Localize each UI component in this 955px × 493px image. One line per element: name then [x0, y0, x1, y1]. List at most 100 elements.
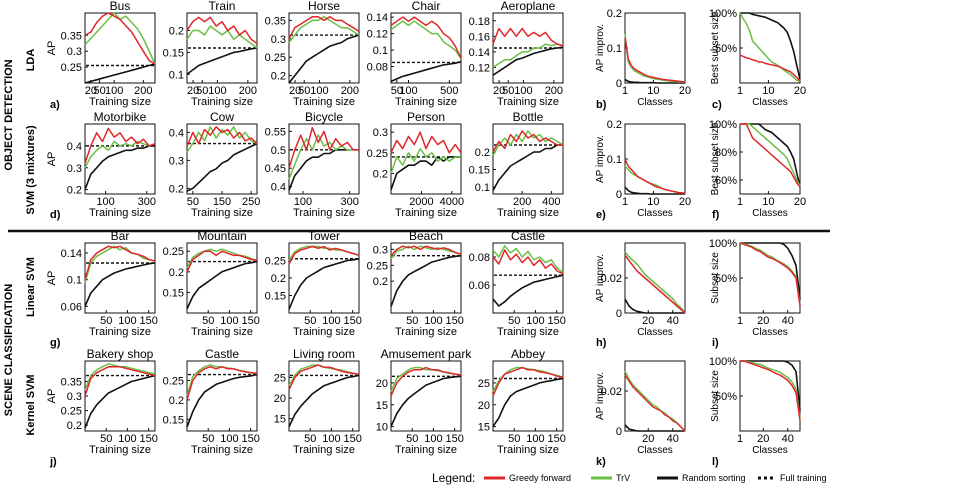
chart-title: Horse	[308, 0, 340, 13]
y-tick-label: 0.18	[469, 16, 490, 28]
series-line-greedy	[186, 366, 258, 401]
figure-frame: OBJECT DETECTION SCENE CLASSIFICATION LD…	[3, 49, 830, 485]
y-tick-label: 60%	[715, 175, 737, 187]
x-tick-label: 1	[737, 315, 743, 327]
series-line-random	[492, 377, 564, 428]
series-line-trv	[186, 126, 258, 153]
x-tick-label: 10	[647, 196, 659, 208]
row-label-linear-svm: Linear SVM	[25, 257, 37, 317]
series-line-trv	[186, 248, 258, 269]
series-line-trv	[624, 370, 686, 432]
row-label-lda: LDA	[25, 49, 37, 72]
y-tick-label: 0.3	[271, 34, 286, 46]
y-tick-label: 0.25	[367, 260, 388, 272]
series-line-random	[390, 375, 462, 427]
y-axis-label: Subset size	[710, 252, 721, 304]
panel-letter-k: k)	[596, 456, 606, 468]
plot-frame	[390, 123, 462, 195]
y-tick-label: 0.12	[367, 29, 388, 41]
series-line-greedy	[624, 254, 686, 314]
x-tick-label: 200	[513, 196, 531, 208]
plot-frame	[492, 123, 564, 195]
y-tick-label: 0.1	[373, 45, 388, 57]
x-tick-label: 50	[100, 315, 112, 327]
x-axis-label: Classes	[637, 208, 673, 219]
chart-27: AP improv. Classes 0 0.02 20 40	[595, 360, 686, 456]
plot-frame	[624, 123, 686, 195]
chart-title: Bar	[111, 229, 130, 243]
y-tick-label: 25	[274, 372, 286, 384]
y-tick-label: 0.2	[169, 183, 184, 195]
y-tick-label: 0.25	[265, 52, 286, 64]
series-line-trv	[624, 251, 686, 314]
x-tick-label: 50	[391, 85, 403, 97]
y-tick-label: 0	[616, 189, 622, 201]
y-tick-label: 0.1	[169, 69, 184, 81]
chart-7: Best subset size Classes 50% 100% 1 10 20	[709, 8, 806, 108]
panel-letter-c: c)	[712, 99, 722, 111]
chart-5: Aeroplane Training size 0.12 0.14 0.16 0.18 20…	[469, 0, 564, 108]
y-tick-label: 15	[478, 422, 490, 434]
series-line-trv	[492, 245, 564, 274]
x-tick-label: 100	[322, 315, 340, 327]
series-line-random	[624, 424, 685, 432]
plot-frame	[739, 242, 801, 314]
series-line-greedy	[186, 126, 258, 147]
plot-frame	[739, 123, 801, 195]
series-line-greedy	[739, 242, 801, 307]
x-tick-label: 150	[445, 315, 463, 327]
series-line-random	[186, 373, 258, 428]
chart-title: Castle	[205, 347, 239, 361]
y-tick-label: 0.2	[169, 395, 184, 407]
y-tick-label: 100%	[709, 119, 737, 131]
y-tick-label: 0	[616, 308, 622, 320]
series-line-random	[390, 254, 462, 307]
x-tick-label: 50	[508, 315, 520, 327]
y-tick-label: 0.06	[61, 301, 82, 313]
series-line-random	[186, 142, 258, 192]
chart-title: Beach	[409, 229, 443, 243]
chart-17: Tower Training size 0.15 0.2 0.25 50 100 150	[265, 229, 362, 338]
y-axis-label: Best subset size	[710, 11, 721, 84]
y-tick-label: 0.2	[271, 273, 286, 285]
y-tick-label: 80%	[715, 147, 737, 159]
y-tick-label: 0.06	[469, 280, 490, 292]
y-tick-label: 0.1	[607, 154, 622, 166]
series-line-greedy	[390, 245, 462, 257]
x-tick-label: 100	[514, 85, 532, 97]
x-tick-label: 50	[508, 433, 520, 445]
y-tick-label: 0.2	[169, 26, 184, 38]
y-tick-label: 0.12	[469, 62, 490, 74]
x-tick-label: 200	[134, 85, 152, 97]
x-tick-label: 10	[647, 85, 659, 97]
x-tick-label: 300	[138, 196, 156, 208]
y-axis-label: AP improv.	[595, 24, 606, 72]
x-tick-label: 150	[343, 433, 361, 445]
x-tick-label: 200	[239, 85, 257, 97]
y-tick-label: 20	[376, 378, 388, 390]
series-line-trv	[390, 20, 462, 59]
y-axis-label: AP	[46, 271, 58, 286]
series-line-random	[288, 34, 360, 84]
x-tick-label: 50	[406, 433, 418, 445]
y-axis-label: Subset size	[710, 370, 721, 422]
chart-13: AP improv. Classes 0 0.1 0.2 1 10 20	[595, 119, 691, 219]
y-tick-label: 0.15	[163, 414, 184, 426]
y-tick-label: 0.2	[373, 168, 388, 180]
chart-title: Train	[209, 0, 236, 13]
y-tick-label: 0.15	[163, 47, 184, 59]
plot-frame	[288, 123, 360, 195]
x-tick-label: 2000	[409, 196, 433, 208]
y-tick-label: 0.1	[607, 43, 622, 55]
chart-9: Cow Training size 0.2 0.3 0.4 50 150 250	[169, 110, 261, 219]
chart-23: Castle Training size 0.15 0.2 0.25 50 100 150	[163, 347, 260, 456]
y-tick-label: 0	[616, 78, 622, 90]
x-axis-label: Training size	[89, 444, 151, 456]
x-tick-label: 50	[406, 315, 418, 327]
chart-title: Person	[407, 110, 445, 124]
y-tick-label: 0.4	[169, 127, 184, 139]
chart-11: Person Training size 0.2 0.25 0.3 2000 4000	[367, 110, 465, 219]
series-line-greedy	[624, 374, 686, 432]
x-tick-label: 200	[341, 85, 359, 97]
x-tick-label: 100	[220, 315, 238, 327]
